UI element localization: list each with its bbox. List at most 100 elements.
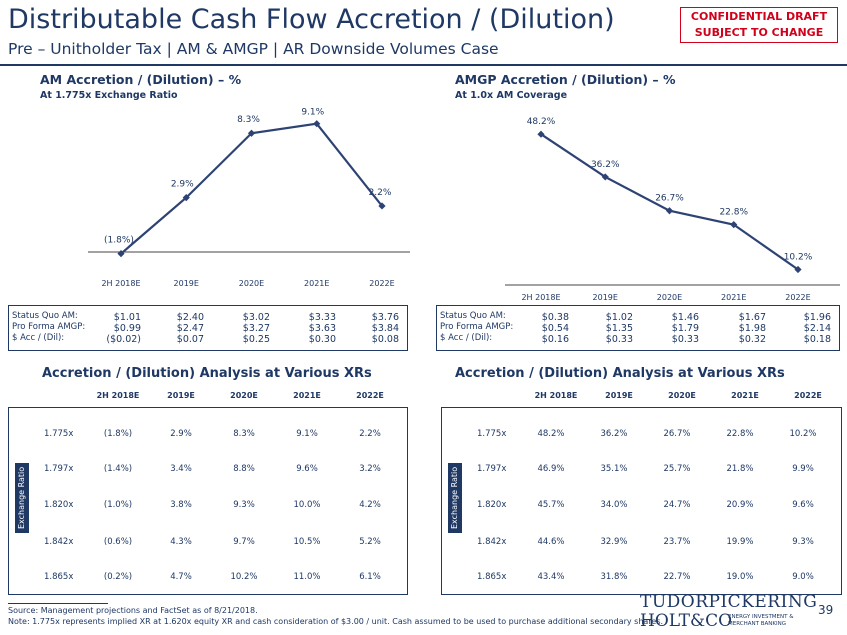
- column-header: 2019E: [167, 391, 195, 400]
- table-cell: 9.7%: [233, 537, 255, 547]
- summary-value: $3.76: [371, 312, 399, 323]
- data-label: 9.1%: [301, 108, 324, 118]
- table-cell: 34.0%: [600, 500, 628, 510]
- amgp-summary-box: Status Quo AM: Pro Forma AMGP: $ Acc / (…: [436, 305, 840, 351]
- table-cell: 43.4%: [537, 572, 565, 582]
- table-cell: 4.3%: [170, 537, 192, 547]
- table-cell: 11.0%: [293, 572, 321, 582]
- summary-value: $1.46: [671, 312, 699, 323]
- summary-value: $3.33: [308, 312, 336, 323]
- table-cell: 19.9%: [726, 537, 754, 547]
- amgp-chart-title: AMGP Accretion / (Dilution) – %: [455, 72, 676, 87]
- data-point: [665, 207, 674, 215]
- table-row: 1.775x (1.8%) 2.9% 8.3% 9.1% 2.2%: [8, 429, 408, 443]
- data-label: 26.7%: [655, 194, 684, 204]
- header-rule: [0, 64, 847, 66]
- data-label: 2.2%: [369, 188, 392, 198]
- table-row: 1.775x 48.2% 36.2% 26.7% 22.8% 10.2%: [441, 429, 842, 443]
- summary-value: $2.40: [176, 312, 204, 323]
- table-cell: 10.2%: [789, 429, 817, 439]
- table-row: 1.797x (1.4%) 3.4% 8.8% 9.6% 3.2%: [8, 464, 408, 478]
- column-header: 2020E: [668, 391, 696, 400]
- table-cell: 23.7%: [663, 537, 691, 547]
- summary-value: $1.02: [605, 312, 633, 323]
- data-label: 10.2%: [784, 252, 813, 262]
- am-summary-box: Status Quo AM: Pro Forma AMGP: $ Acc / (…: [8, 305, 408, 351]
- column-header: 2H 2018E: [96, 391, 140, 400]
- left-table-rows: 1.775x (1.8%) 2.9% 8.3% 9.1% 2.2% 1.797x (1.4%)…: [8, 407, 408, 595]
- am-summary-col: $2.40 $2.47 $0.07: [164, 312, 204, 345]
- summary-value: $1.79: [671, 323, 699, 334]
- right-table-title: Accretion / (Dilution) Analysis at Vario…: [455, 366, 785, 381]
- summary-value: $0.25: [242, 334, 270, 345]
- summary-value: $0.33: [671, 334, 699, 345]
- table-cell: 32.9%: [600, 537, 628, 547]
- table-cell: (1.8%): [103, 429, 133, 439]
- data-point: [730, 221, 738, 229]
- summary-value: $0.32: [738, 334, 766, 345]
- tph-logo-line1: TUDORPICKERING: [640, 592, 818, 612]
- data-point: [537, 130, 545, 138]
- amgp-summary-col: $1.96 $2.14 $0.18: [791, 312, 831, 345]
- table-cell: 2.2%: [359, 429, 381, 439]
- exchange-ratio-value: 1.775x: [477, 429, 507, 439]
- data-point: [182, 194, 190, 202]
- table-row: 1.820x (1.0%) 3.8% 9.3% 10.0% 4.2%: [8, 500, 408, 514]
- summary-label: $ Acc / (Dil):: [440, 333, 493, 343]
- exchange-ratio-value: 1.797x: [44, 464, 74, 474]
- am-summary-labels: Status Quo AM: Pro Forma AMGP: $ Acc / (…: [12, 311, 85, 344]
- am-summary-col: $3.33 $3.63 $0.30: [296, 312, 336, 345]
- exchange-ratio-value: 1.820x: [477, 500, 507, 510]
- category-label: 2020E: [657, 293, 682, 302]
- exchange-ratio-value: 1.775x: [44, 429, 74, 439]
- table-cell: 24.7%: [663, 500, 691, 510]
- stamp-line-1: CONFIDENTIAL DRAFT: [690, 10, 828, 23]
- table-cell: 2.9%: [170, 429, 192, 439]
- table-cell: 9.6%: [792, 500, 814, 510]
- summary-value: $3.63: [308, 323, 336, 334]
- table-cell: 9.6%: [296, 464, 318, 474]
- category-label: 2019E: [174, 279, 199, 288]
- category-label: 2020E: [239, 279, 264, 288]
- category-label: 2021E: [721, 293, 746, 302]
- summary-label: Status Quo AM:: [440, 311, 506, 321]
- am-summary-col: $3.02 $3.27 $0.25: [230, 312, 270, 345]
- summary-label: Status Quo AM:: [12, 311, 78, 321]
- table-cell: 8.3%: [233, 429, 255, 439]
- summary-value: $0.18: [803, 334, 831, 345]
- left-table-box: Exchange Ratio: [8, 407, 408, 595]
- summary-value: $0.33: [605, 334, 633, 345]
- column-header: 2H 2018E: [534, 391, 578, 400]
- amgp-summary-col: $1.46 $1.79 $0.33: [659, 312, 699, 345]
- amgp-chart-svg: 48.2% 2H 2018E 36.2% 2019E 26.7% 2020E 22.8% 20…: [505, 117, 840, 302]
- data-point: [313, 120, 321, 128]
- table-cell: 9.0%: [792, 572, 814, 582]
- table-cell: 9.9%: [792, 464, 814, 474]
- am-chart: (1.8%) 2H 2018E 2.9% 2019E 8.3% 2020E 9.1% 2021…: [0, 100, 420, 300]
- table-cell: (0.2%): [103, 572, 133, 582]
- summary-value: $0.30: [308, 334, 336, 345]
- summary-label: Pro Forma AMGP:: [440, 322, 514, 332]
- table-cell: 10.2%: [230, 572, 258, 582]
- column-header: 2021E: [293, 391, 321, 400]
- left-table-title: Accretion / (Dilution) Analysis at Vario…: [42, 366, 372, 381]
- table-cell: 10.5%: [293, 537, 321, 547]
- am-summary-col: $1.01 $0.99 ($0.02): [101, 312, 141, 345]
- table-cell: 9.3%: [792, 537, 814, 547]
- category-label: 2019E: [593, 293, 618, 302]
- am-chart-svg: (1.8%) 2H 2018E 2.9% 2019E 8.3% 2020E 9.1% 2021…: [88, 108, 410, 288]
- data-label: 8.3%: [237, 115, 260, 125]
- data-label: 2.9%: [171, 180, 194, 190]
- tagline-line1: ENERGY INVESTMENT &: [728, 614, 794, 620]
- series-line: [120, 122, 383, 255]
- table-cell: 35.1%: [600, 464, 628, 474]
- table-row: 1.865x 43.4% 31.8% 22.7% 19.0% 9.0%: [441, 572, 842, 586]
- summary-value: $3.02: [242, 312, 270, 323]
- table-cell: 4.7%: [170, 572, 192, 582]
- page-subtitle: Pre – Unitholder Tax | AM & AMGP | AR Do…: [8, 40, 499, 58]
- table-cell: 20.9%: [726, 500, 754, 510]
- amgp-summary-col: $1.02 $1.35 $0.33: [593, 312, 633, 345]
- table-cell: 45.7%: [537, 500, 565, 510]
- table-cell: 36.2%: [600, 429, 628, 439]
- table-cell: 3.2%: [359, 464, 381, 474]
